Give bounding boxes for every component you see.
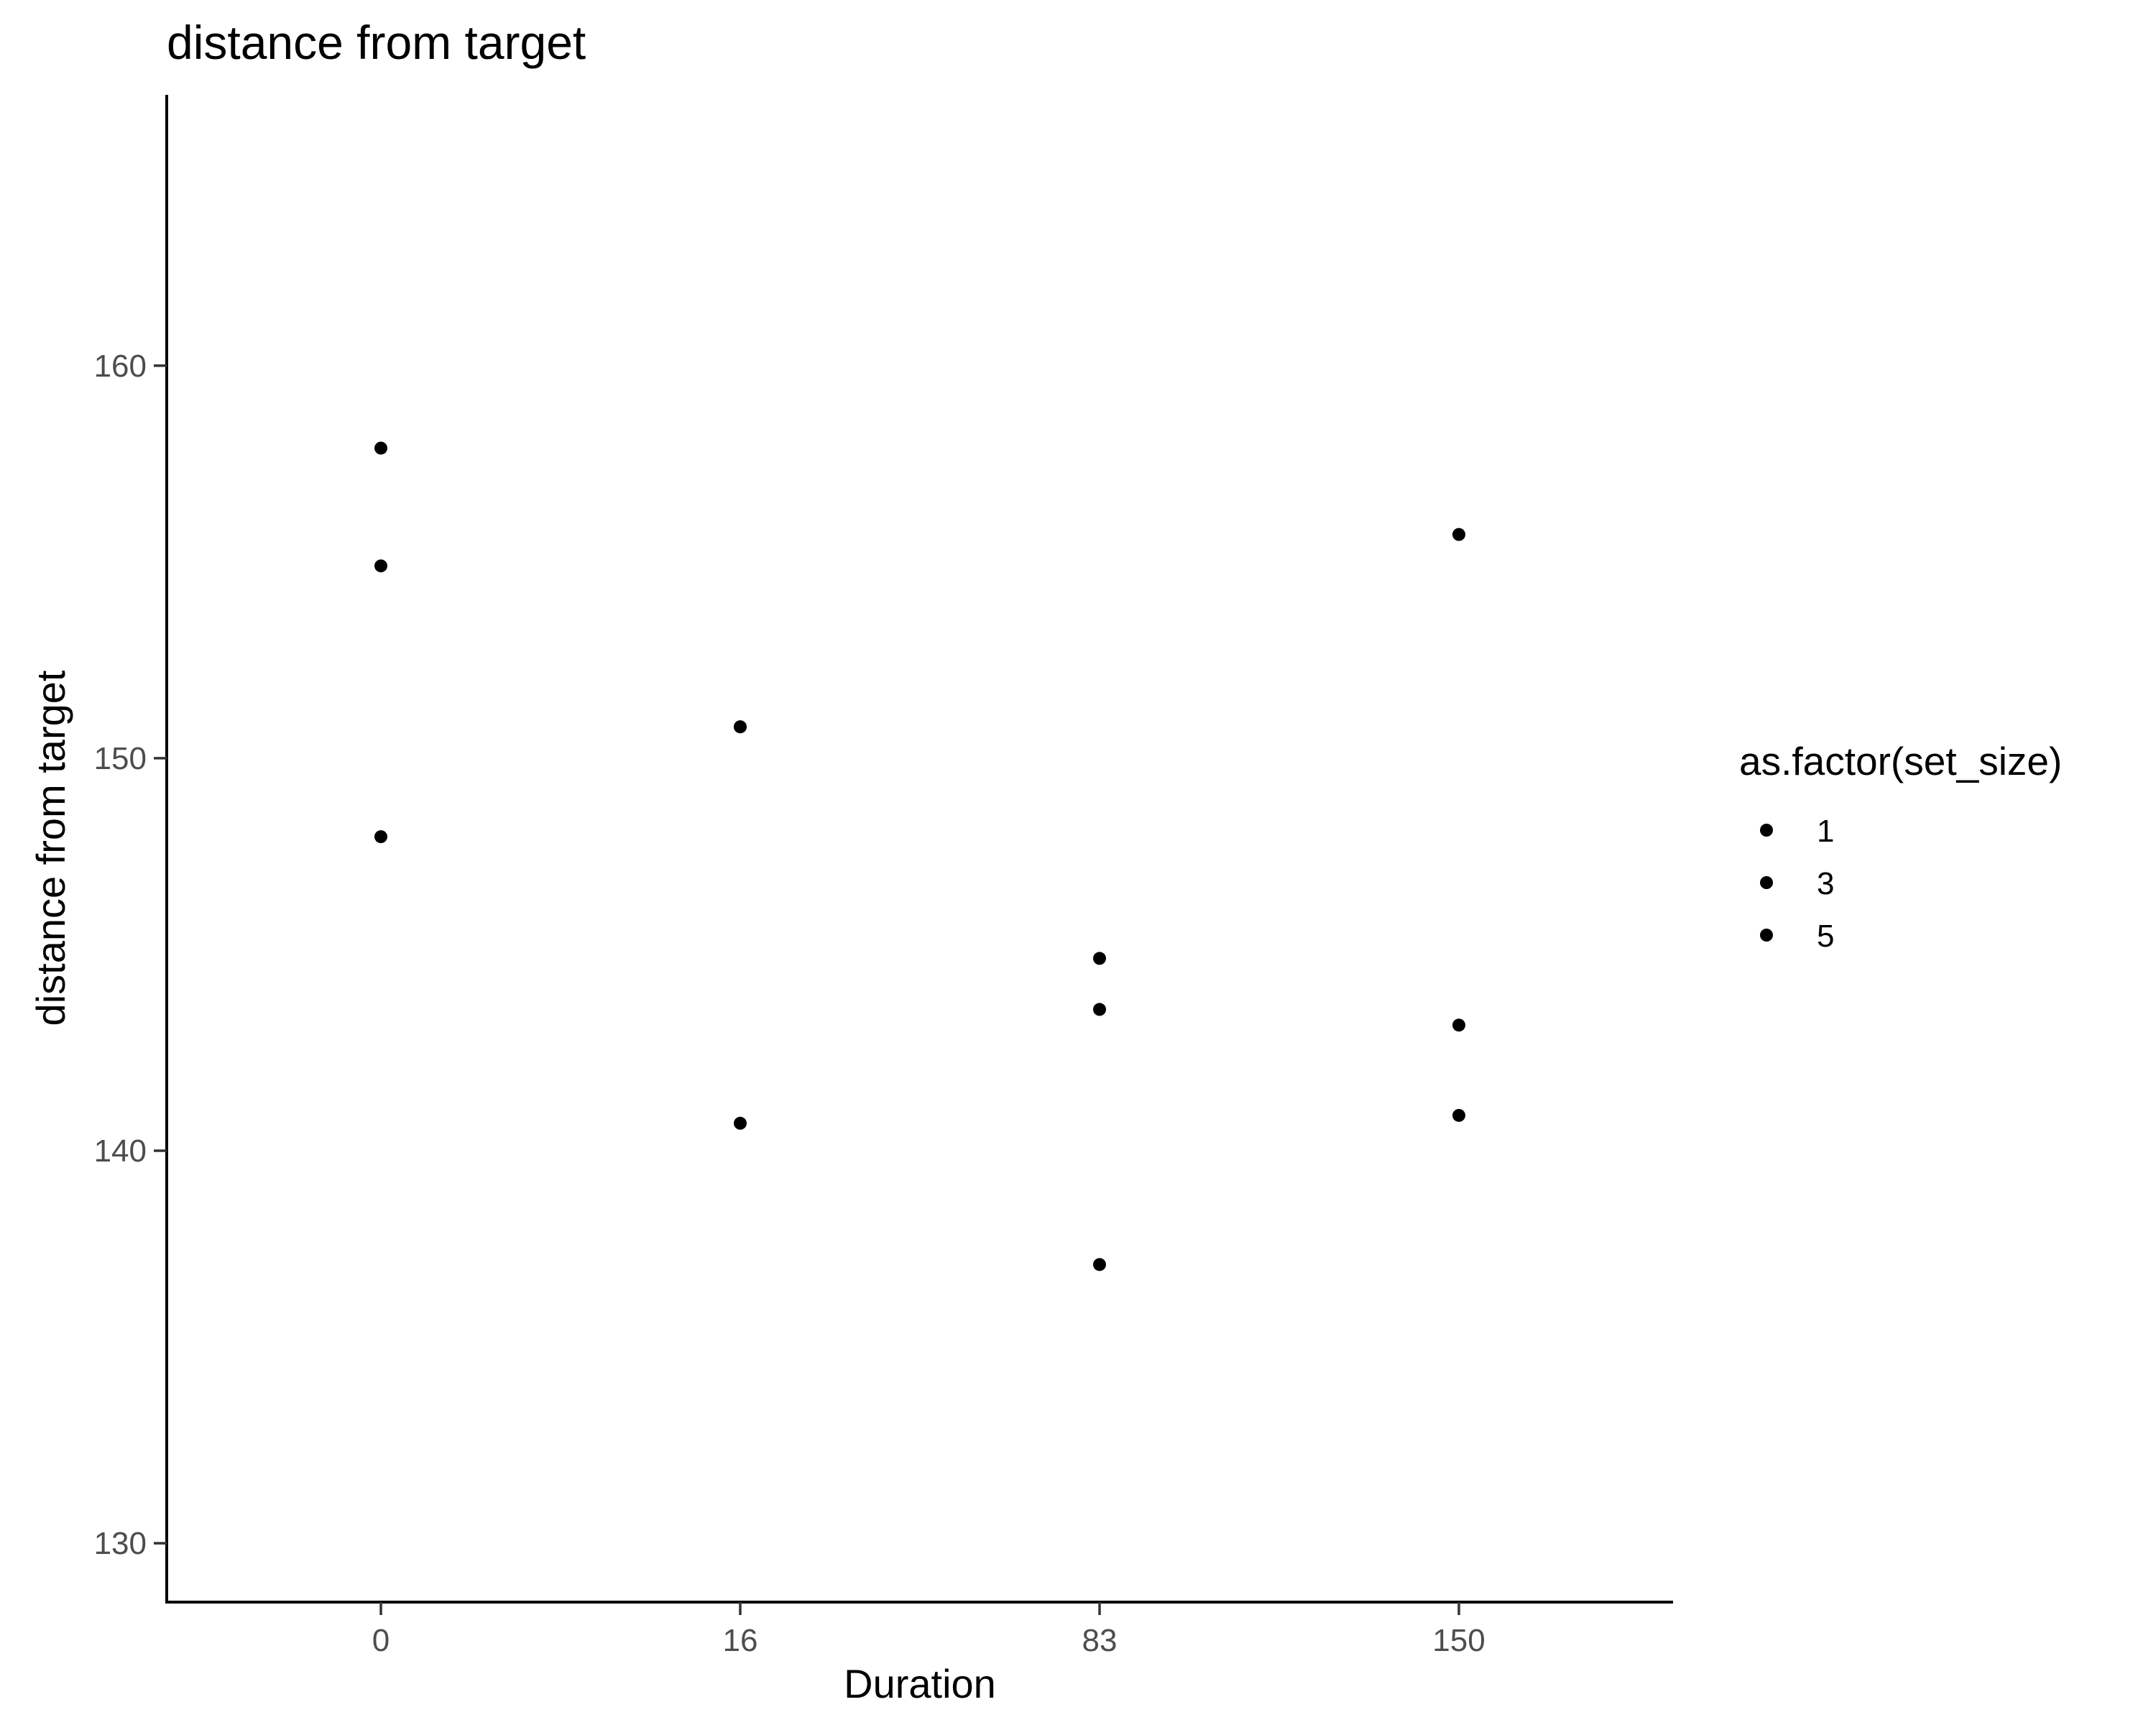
x-axis-ticks: 0 16 83 150 [372, 1602, 1485, 1658]
data-point [734, 1116, 747, 1130]
legend-key [1760, 929, 1773, 942]
data-point [374, 559, 387, 573]
y-axis-title: distance from target [28, 670, 73, 1026]
x-tick-label: 0 [372, 1623, 390, 1658]
data-point [1452, 1018, 1465, 1032]
data-point [1452, 528, 1465, 541]
data-point [1093, 952, 1106, 965]
legend-label: 1 [1817, 814, 1834, 849]
data-point [374, 441, 387, 455]
y-tick-label: 150 [94, 741, 147, 776]
legend-title: as.factor(set_size) [1739, 739, 2062, 783]
y-axis-ticks: 130 140 150 160 [94, 349, 167, 1561]
data-point [1093, 1258, 1106, 1271]
legend-key [1760, 876, 1773, 889]
x-tick-label: 150 [1432, 1623, 1485, 1658]
chart-title: distance from target [167, 16, 586, 69]
y-tick-label: 140 [94, 1133, 147, 1169]
x-axis-title: Duration [844, 1661, 996, 1706]
data-point [734, 720, 747, 734]
x-tick-label: 83 [1082, 1623, 1118, 1658]
legend-key [1760, 824, 1773, 837]
data-point [1452, 1108, 1465, 1122]
data-point [1093, 1003, 1106, 1016]
legend-label: 5 [1817, 919, 1834, 954]
y-tick-label: 130 [94, 1526, 147, 1561]
y-tick-label: 160 [94, 349, 147, 384]
legend-label: 3 [1817, 866, 1834, 901]
x-tick-label: 16 [723, 1623, 758, 1658]
legend: as.factor(set_size) 1 3 5 [1739, 739, 2062, 954]
data-point [374, 830, 387, 844]
plot-area [374, 441, 1465, 1271]
